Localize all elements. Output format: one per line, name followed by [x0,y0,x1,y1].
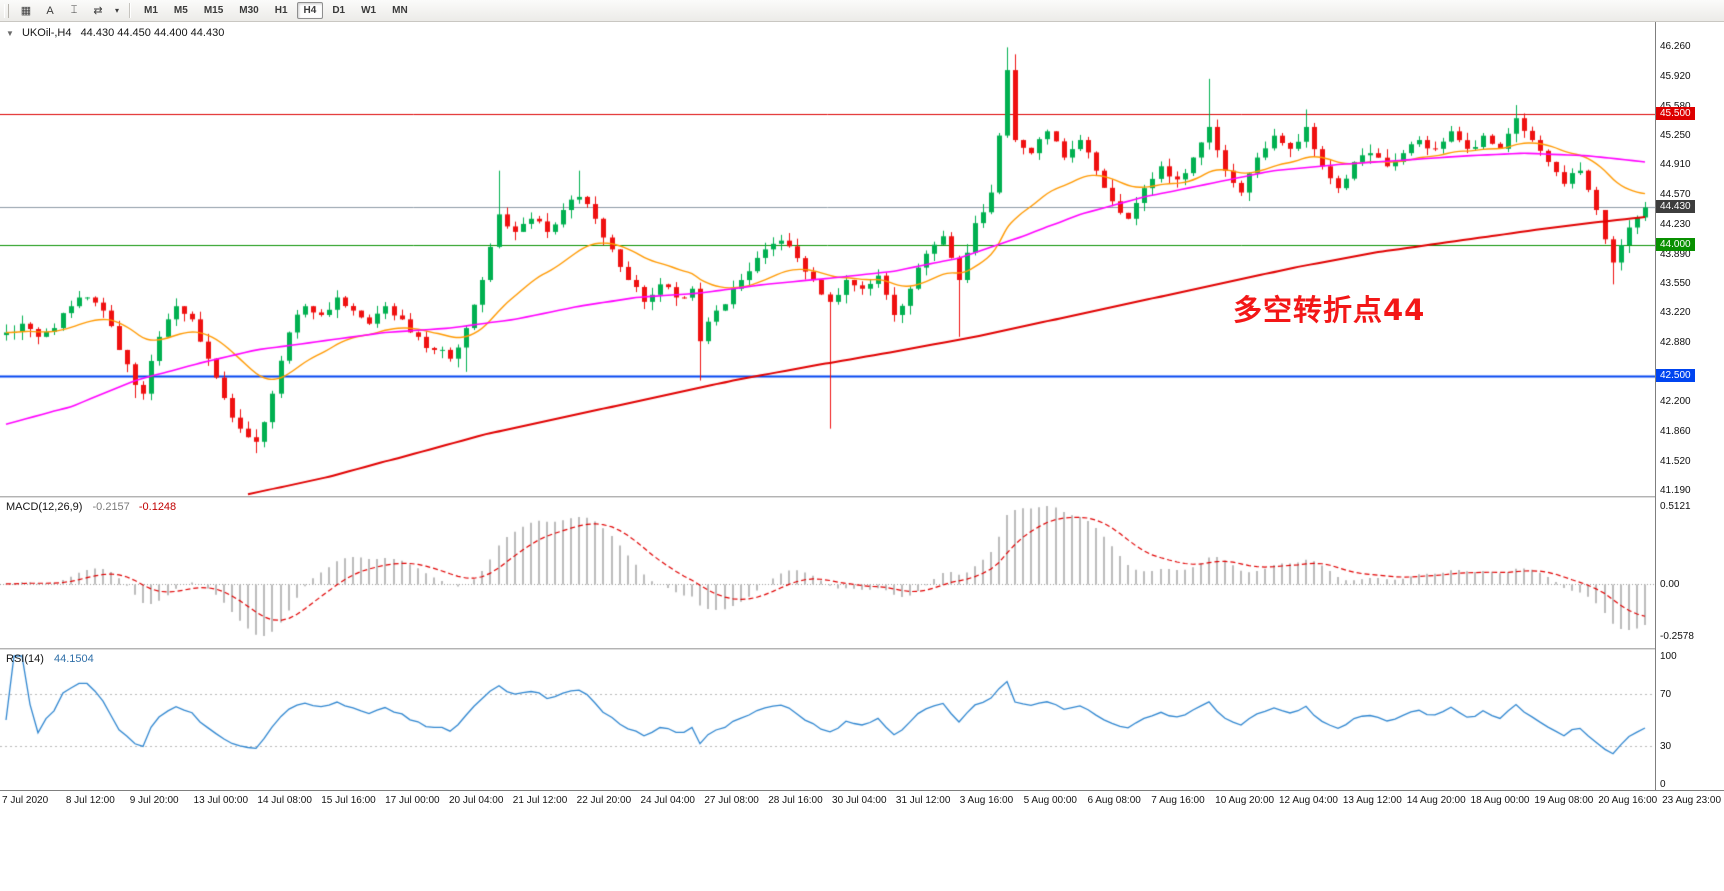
macd-main-value: -0.2157 [92,501,130,513]
time-axis-label: 15 Jul 16:00 [321,795,376,806]
text-label-icon[interactable]: A [46,4,54,17]
time-axis-label: 22 Jul 20:00 [576,795,632,806]
time-axis-label: 13 Jul 00:00 [193,795,249,806]
rsi-label: RSI(14) [6,653,44,665]
time-axis-label: 27 Jul 08:00 [704,795,759,806]
macd-header: MACD(12,26,9) -0.2157 -0.1248 [6,501,176,513]
timeframe-button-d1[interactable]: D1 [332,5,346,16]
time-axis-label: 21 Jul 12:00 [512,795,568,806]
time-axis-label: 13 Aug 12:00 [1342,795,1402,806]
timeframe-button-m30[interactable]: M30 [239,5,259,16]
price-axis-label: 46.260 [1660,41,1691,53]
timeframe-button-h4[interactable]: H4 [296,2,324,19]
chart-window-icon[interactable]: ▦ [20,5,32,17]
price-line-badge: 45.500 [1656,106,1695,120]
rsi-axis-label: 30 [1660,740,1672,752]
time-axis-label: 23 Aug 23:00 [1662,795,1722,806]
timeframe-button-mn[interactable]: MN [392,5,408,16]
price-axis-label: 44.570 [1660,189,1691,201]
price-line-badge: 44.430 [1656,200,1695,214]
time-axis-label: 5 Aug 00:00 [1023,795,1077,806]
time-axis-label: 8 Jul 12:00 [65,795,115,806]
toolbar-grip[interactable] [4,3,9,18]
macd-label: MACD(12,26,9) [6,501,83,513]
time-axis-label: 17 Jul 00:00 [385,795,440,806]
dropdown-caret-icon[interactable]: ▾ [114,6,119,15]
time-axis-label: 14 Jul 08:00 [257,795,312,806]
chart-toolbar: ▦ A ⌶ ⇄ ▾ M1 M5 M15 M30 H1 H4 D1 W1 MN [0,0,1724,22]
time-axis-label: 6 Aug 08:00 [1087,795,1141,806]
time-axis-label: 3 Aug 16:00 [959,795,1014,806]
price-axis-label: 43.220 [1660,307,1691,319]
time-axis-label: 20 Jul 04:00 [448,795,504,806]
timeframe-button-m1[interactable]: M1 [144,5,158,16]
price-annotation-text[interactable]: 多空转折点44 [1233,293,1426,327]
time-axis-label: 28 Jul 16:00 [768,795,823,806]
price-axis-label: 43.550 [1660,278,1691,290]
time-axis-label: 31 Jul 12:00 [895,795,951,806]
price-axis-label: 44.230 [1660,218,1691,230]
macd-axis-max: 0.5121 [1660,501,1691,512]
pane-divider-macd[interactable] [0,496,1724,498]
auto-scroll-icon[interactable]: ⇄ [93,5,103,17]
macd-signal-value: -0.1248 [138,501,177,513]
rsi-value: 44.1504 [53,653,94,665]
time-axis-label: 18 Aug 00:00 [1470,795,1530,806]
price-chart-canvas[interactable] [0,22,1655,496]
price-axis-label: 42.200 [1660,396,1691,408]
price-axis-label: 45.250 [1660,129,1691,141]
text-cursor-icon[interactable]: ⌶ [70,4,78,16]
price-axis-label: 44.910 [1660,159,1691,171]
chart-title-bar: ▼ UKOil-,H4 44.430 44.450 44.400 44.430 [6,27,224,39]
price-axis-label: 45.920 [1660,71,1691,83]
time-scale[interactable]: 7 Jul 2020 8 Jul 12:00 9 Jul 20:00 13 Jul 0… [0,790,1724,812]
macd-axis-zero: 0.00 [1660,578,1680,590]
ohlc-values: 44.430 44.450 44.400 44.430 [80,27,225,39]
price-axis-label: 42.880 [1660,336,1691,348]
time-axis-label: 30 Jul 04:00 [832,795,887,806]
macd-indicator-canvas[interactable] [0,498,1655,648]
toolbar-separator [129,3,131,18]
time-axis-label: 12 Aug 04:00 [1279,795,1338,806]
price-axis-label: 41.860 [1660,426,1691,438]
toolbar-tools: ▦ A ⌶ ⇄ ▾ [14,1,124,21]
timeframe-button-m5[interactable]: M5 [173,5,188,16]
rsi-indicator-canvas[interactable] [0,650,1655,790]
collapse-chart-icon[interactable]: ▼ [6,29,14,38]
price-axis-label: 41.190 [1660,484,1691,496]
rsi-header: RSI(14) 44.1504 [6,653,94,665]
price-line-badge: 42.500 [1656,369,1695,383]
rsi-axis-label: 70 [1660,689,1672,701]
time-axis-label: 19 Aug 08:00 [1534,795,1594,806]
price-axis-label: 43.890 [1660,248,1691,260]
macd-axis-min: -0.2578 [1660,631,1694,642]
price-line-badge: 44.000 [1656,238,1695,251]
price-axis-label: 45.580 [1660,101,1691,112]
timeframe-button-m15[interactable]: M15 [203,5,224,16]
time-axis-label: 7 Jul 2020 [2,795,49,806]
time-axis-label: 9 Jul 20:00 [129,795,179,806]
price-axis-label: 41.520 [1660,455,1691,467]
symbol-period-label: UKOil-,H4 [21,27,72,39]
time-axis-label: 7 Aug 16:00 [1151,795,1205,806]
time-axis-label: 24 Jul 04:00 [640,795,696,806]
time-axis-label: 10 Aug 20:00 [1215,795,1275,806]
time-axis-label: 14 Aug 20:00 [1406,795,1466,806]
rsi-axis-label: 0 [1660,779,1666,790]
timeframe-button-w1[interactable]: W1 [361,5,377,16]
timeframe-group: M1 M5 M15 M30 H1 H4 D1 W1 MN [136,2,416,19]
rsi-axis-label: 100 [1660,651,1677,662]
price-scale[interactable]: 46.260 45.920 45.580 45.250 44.910 44.570 44.2… [1655,22,1724,790]
time-axis-label: 20 Aug 16:00 [1598,795,1658,806]
pane-divider-rsi[interactable] [0,648,1724,650]
timeframe-button-h1[interactable]: H1 [274,5,288,16]
bottom-whitespace [0,812,1724,891]
